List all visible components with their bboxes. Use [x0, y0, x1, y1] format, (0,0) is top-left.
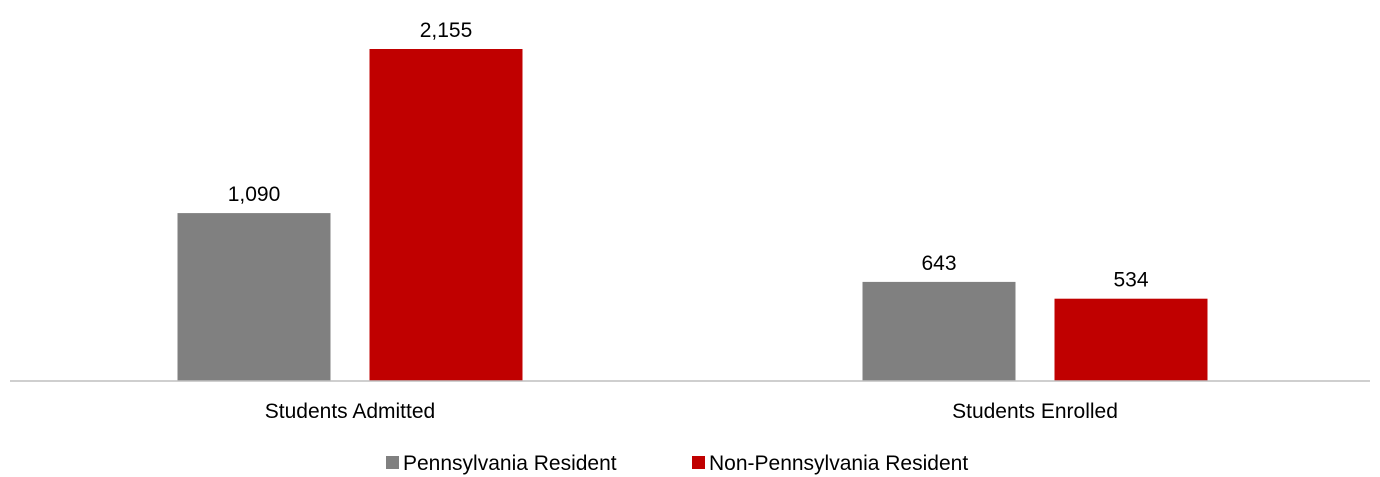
- category-labels-layer: Students Admitted Students Enrolled: [265, 400, 1118, 423]
- legend-swatch-pa-resident: [386, 456, 399, 469]
- bars-layer: [178, 49, 1208, 381]
- data-label: 2,155: [420, 19, 473, 42]
- bar-pa-resident-enrolled: [863, 282, 1016, 381]
- legend-label-non-pa-resident: Non-Pennsylvania Resident: [709, 452, 968, 475]
- category-label: Students Admitted: [265, 400, 435, 423]
- bar-non-pa-resident-admitted: [370, 49, 523, 381]
- data-label: 534: [1113, 269, 1148, 292]
- bar-non-pa-resident-enrolled: [1055, 299, 1208, 381]
- legend: Pennsylvania Resident Non-Pennsylvania Re…: [386, 452, 968, 475]
- data-label: 643: [921, 252, 956, 275]
- category-label: Students Enrolled: [952, 400, 1118, 423]
- data-labels-layer: 1,090 2,155 643 534: [228, 19, 1149, 292]
- legend-label-pa-resident: Pennsylvania Resident: [403, 452, 617, 475]
- data-label: 1,090: [228, 183, 281, 206]
- legend-swatch-non-pa-resident: [692, 456, 705, 469]
- bar-pa-resident-admitted: [178, 213, 331, 381]
